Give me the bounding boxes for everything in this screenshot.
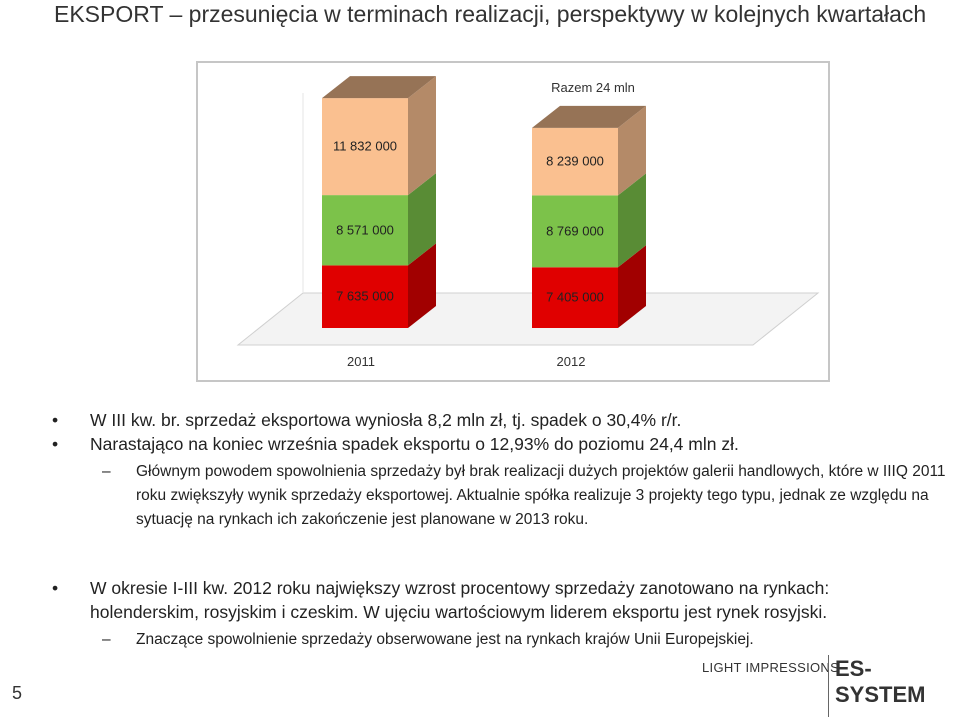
bullet-marker: • — [52, 578, 59, 598]
bar-2011-kw2 — [322, 195, 408, 266]
bar-side-2011-kw2 — [408, 173, 436, 266]
bullet-text: Narastająco na koniec września spadek ek… — [90, 434, 739, 454]
stacked-bar-chart: 7 635 000 8 571 000 11 832 000 Razem 28 mln… — [196, 61, 830, 382]
x-tick-label: 2012 — [557, 354, 586, 369]
bar-side-2011-kw1 — [408, 243, 436, 328]
data-label: 11 832 000 — [333, 139, 397, 154]
company-logo: ES-SYSTEM — [835, 656, 926, 707]
data-label: 8 239 000 — [546, 154, 604, 169]
footer-divider — [828, 655, 829, 717]
footer-tagline: LIGHT IMPRESSIONS — [702, 660, 840, 675]
bar-side-2012-kw3 — [618, 105, 646, 196]
data-label: 8 769 000 — [546, 223, 604, 238]
data-label: 7 405 000 — [546, 290, 604, 305]
bar-2011-kw3 — [322, 98, 408, 196]
x-tick-label: 2011 — [347, 354, 375, 369]
bar-top-2012 — [532, 105, 646, 128]
bullet-text: W III kw. br. sprzedaż eksportowa wynios… — [90, 410, 682, 430]
chart-canvas: 7 635 000 8 571 000 11 832 000 Razem 28 mln… — [236, 63, 820, 369]
sub-bullet-text: Znaczące spowolnienie sprzedaży obserwow… — [136, 631, 754, 648]
dash-marker: – — [102, 463, 111, 480]
bar-side-2012-kw1 — [618, 245, 646, 328]
dash-marker: – — [102, 631, 111, 648]
bar-2012-kw1 — [532, 267, 618, 328]
total-label: Razem 24 mln — [551, 80, 635, 95]
bullet-marker: • — [52, 434, 59, 454]
page-number: 5 — [12, 683, 23, 703]
data-label: 7 635 000 — [336, 289, 394, 304]
data-label: 8 571 000 — [336, 222, 394, 237]
slide-title: EKSPORT – przesunięcia w terminach reali… — [54, 1, 927, 27]
bar-2012-kw3 — [532, 127, 618, 196]
bar-top-2011 — [322, 76, 436, 99]
total-label: Razem 28 mln — [341, 63, 425, 65]
sub-bullet-text: Głównym powodem spowolnienia sprzedaży b… — [136, 463, 946, 528]
bullet-marker: • — [52, 410, 59, 430]
bar-2011-kw1 — [322, 265, 408, 328]
bar-side-2011-kw3 — [408, 76, 436, 196]
bullet-text: W okresie I-III kw. 2012 roku największy… — [90, 578, 830, 622]
bar-side-2012-kw2 — [618, 173, 646, 268]
bar-2012-kw2 — [532, 195, 618, 268]
